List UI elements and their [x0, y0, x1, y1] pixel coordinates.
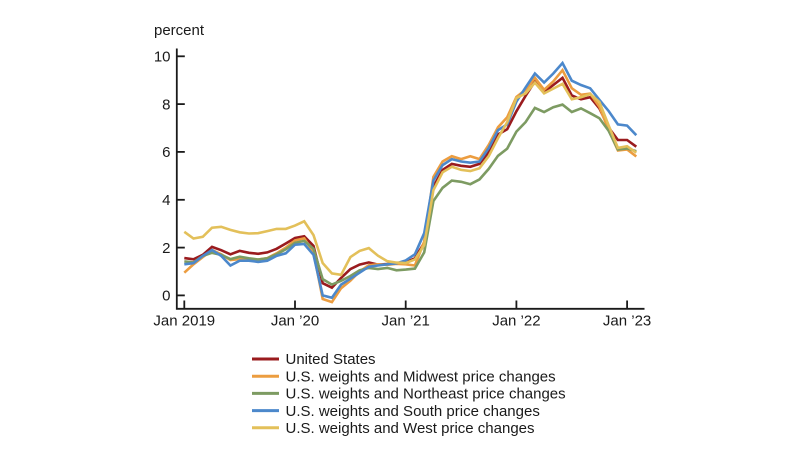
svg-text:4: 4	[162, 192, 170, 209]
svg-text:Jan ’20: Jan ’20	[271, 313, 319, 330]
svg-text:U.S. weights and Midwest price: U.S. weights and Midwest price changes	[286, 368, 556, 385]
svg-text:6: 6	[162, 144, 170, 161]
svg-text:8: 8	[162, 96, 170, 113]
svg-text:U.S. weights and South price c: U.S. weights and South price changes	[286, 403, 540, 420]
svg-text:U.S. weights and Northeast pri: U.S. weights and Northeast price changes	[286, 386, 566, 403]
svg-text:10: 10	[154, 49, 171, 66]
svg-text:percent: percent	[154, 22, 205, 39]
svg-text:U.S. weights and West price ch: U.S. weights and West price changes	[286, 420, 535, 437]
svg-text:0: 0	[162, 288, 170, 305]
svg-text:United States: United States	[286, 351, 376, 368]
svg-text:Jan 2019: Jan 2019	[153, 313, 215, 330]
svg-text:Jan ’23: Jan ’23	[603, 313, 651, 330]
svg-text:Jan ’22: Jan ’22	[492, 313, 540, 330]
svg-text:2: 2	[162, 240, 170, 257]
svg-text:Jan ’21: Jan ’21	[382, 313, 430, 330]
